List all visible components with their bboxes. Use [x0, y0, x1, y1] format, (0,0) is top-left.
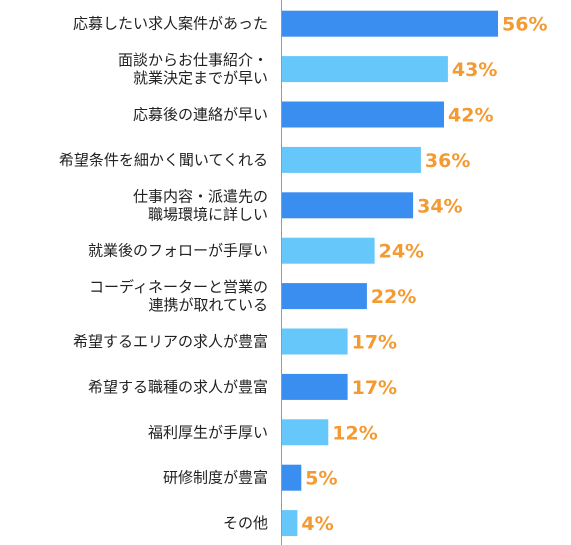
category-label-7-line-2: 連携が取れている — [148, 296, 268, 314]
category-label-1: 応募したい求人案件があった — [73, 15, 268, 33]
category-label-9: 希望する職種の求人が豊富 — [88, 378, 268, 396]
category-label-5-line-1: 仕事内容・派遣先の — [133, 187, 268, 205]
bar-7 — [282, 283, 367, 310]
value-label-1: 56% — [502, 14, 547, 36]
category-label-8: 希望するエリアの求人が豊富 — [73, 333, 268, 351]
bars-group — [282, 10, 498, 537]
bar-6 — [282, 237, 375, 264]
category-labels-group: 応募したい求人案件があった面談からお仕事紹介・就業決定までが早い応募後の連絡が早… — [59, 15, 268, 532]
bar-2 — [282, 56, 448, 83]
bar-9 — [282, 373, 348, 400]
bar-3 — [282, 101, 444, 128]
bar-8 — [282, 328, 348, 355]
value-label-10: 12% — [332, 422, 377, 444]
value-label-2: 43% — [452, 59, 497, 81]
category-label-7-line-1: コーディネーターと営業の — [89, 278, 268, 296]
value-label-5: 34% — [417, 195, 462, 217]
bar-11 — [282, 464, 302, 491]
category-label-12: その他 — [223, 514, 268, 532]
value-label-7: 22% — [371, 286, 416, 308]
category-label-2-line-2: 就業決定までが早い — [133, 69, 268, 87]
bar-10 — [282, 419, 329, 446]
category-label-5-line-2: 職場環境に詳しい — [148, 205, 268, 223]
category-label-6: 就業後のフォローが手厚い — [88, 242, 268, 260]
category-label-11: 研修制度が豊富 — [163, 469, 268, 487]
bar-12 — [282, 510, 298, 537]
category-label-10: 福利厚生が手厚い — [148, 423, 268, 441]
value-label-4: 36% — [425, 150, 470, 172]
value-label-8: 17% — [352, 332, 397, 354]
value-label-6: 24% — [379, 241, 424, 263]
value-label-3: 42% — [448, 105, 493, 127]
bar-4 — [282, 146, 421, 173]
value-labels-group: 56% 43% 42% 36% 34% 24% 22% 17% 17% 12% 5% 4% — [301, 14, 547, 535]
category-label-3: 応募後の連絡が早い — [133, 106, 268, 124]
value-label-11: 5% — [305, 468, 337, 490]
value-label-12: 4% — [301, 513, 333, 535]
category-label-4: 希望条件を細かく聞いてくれる — [59, 151, 268, 169]
bar-5 — [282, 192, 414, 219]
category-label-2-line-1: 面談からお仕事紹介・ — [118, 51, 268, 69]
bar-1 — [282, 10, 498, 37]
value-label-9: 17% — [352, 377, 397, 399]
